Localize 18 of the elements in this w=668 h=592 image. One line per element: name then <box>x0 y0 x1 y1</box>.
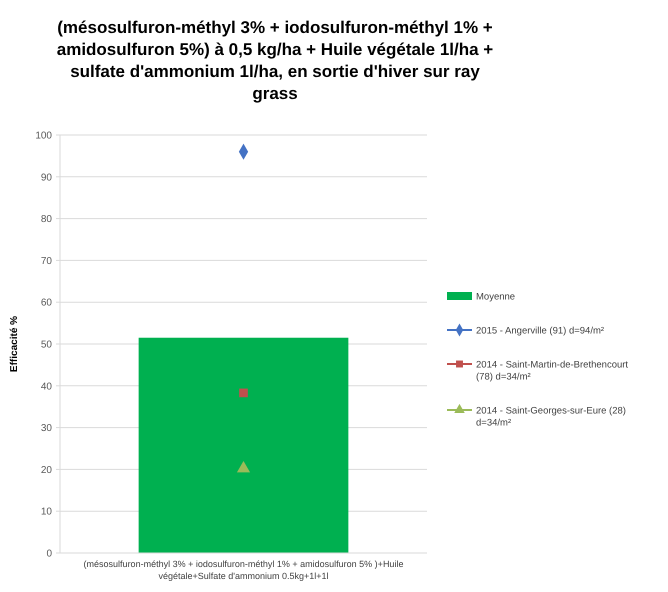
legend-label: 2014 - Saint-Georges-sur-Eure (28) d=34/m² <box>476 406 626 428</box>
y-tick-label: 20 <box>40 464 52 476</box>
y-tick-label: 90 <box>40 172 52 184</box>
y-tick-label: 50 <box>40 340 52 350</box>
x-tick-label: (mésosulfuron-méthyl 3% + iodosulfuron-méthyl 1% + amidosulfuron 5% )+Huile végétale+Sulfate d'ammonium 0.5kg+1l+1l <box>84 559 404 581</box>
y-tick-label: 70 <box>40 256 52 267</box>
y-axis-title: Efficacité % <box>9 316 20 372</box>
legend-label: Moyenne <box>476 292 516 302</box>
y-tick-label: 10 <box>40 506 52 518</box>
y-tick-label: 100 <box>35 130 52 142</box>
chart-title: (mésosulfuron-méthyl 3% + iodosulfuron-méthyl 1% + amidosulfuron 5%) à 0,5 kg/ha + Huile végétale 1l/ha + sulfate d'ammonium 1l/ha, en sortie d'hiver sur ray grass <box>56 18 494 103</box>
y-tick-label: 80 <box>40 214 52 226</box>
legend-label: 2015 - Angerville (91) d=94/m² <box>476 326 604 336</box>
y-tick-label: 60 <box>40 298 52 309</box>
legend-label: 2014 - Saint-Martin-de-Brethencourt (78) d=34/m² <box>476 360 628 382</box>
y-tick-label: 0 <box>46 548 52 560</box>
y-tick-label: 40 <box>40 381 52 392</box>
y-tick-label: 30 <box>40 423 52 434</box>
